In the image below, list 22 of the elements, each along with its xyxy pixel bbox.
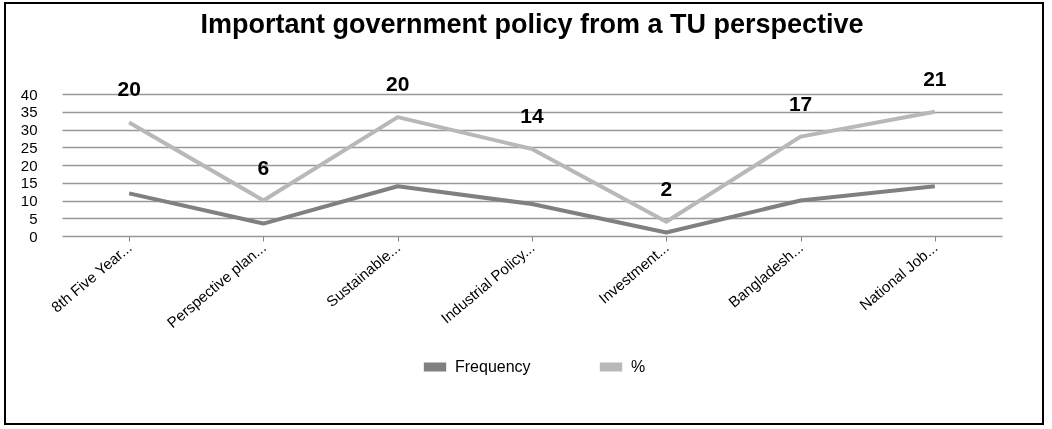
chart-title: Important government policy from a TU perspective bbox=[200, 8, 864, 39]
y-tick-label: 10 bbox=[20, 192, 38, 209]
y-tick-label: 35 bbox=[20, 103, 38, 121]
annotation: 21 bbox=[923, 66, 947, 90]
y-tick-label: 30 bbox=[20, 121, 38, 138]
y-tick-label: 15 bbox=[20, 174, 38, 192]
legend-label: Frequency bbox=[455, 358, 531, 375]
annotation: 14 bbox=[520, 104, 544, 128]
annotation: 20 bbox=[117, 77, 141, 101]
annotation: 20 bbox=[386, 72, 410, 96]
y-tick-label: 20 bbox=[20, 156, 38, 174]
annotation: 2 bbox=[660, 176, 673, 200]
y-tick-label: 5 bbox=[29, 209, 38, 227]
annotation: 17 bbox=[788, 91, 813, 115]
y-tick-label: 40 bbox=[20, 85, 38, 103]
annotation: 6 bbox=[257, 155, 270, 179]
y-tick-label: 25 bbox=[20, 138, 38, 156]
line-series bbox=[127, 184, 937, 235]
y-tick-label: 0 bbox=[29, 227, 38, 245]
line-series bbox=[127, 109, 937, 224]
legend-label: % bbox=[631, 358, 646, 375]
x-tick-label: 8th Five Year... bbox=[47, 238, 135, 316]
